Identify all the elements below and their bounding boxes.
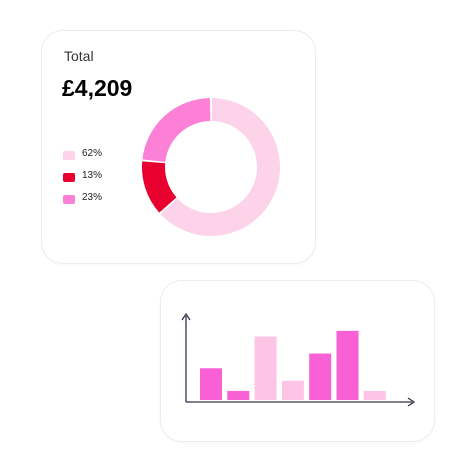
donut-slice xyxy=(160,98,280,237)
donut-slice xyxy=(142,161,177,213)
legend-label: 62% xyxy=(82,148,103,159)
bar xyxy=(254,336,277,400)
donut-slice xyxy=(142,98,211,162)
bar xyxy=(227,390,250,400)
legend-label: 13% xyxy=(82,170,103,181)
legend-label: 23% xyxy=(82,192,103,203)
bar-chart-card xyxy=(160,280,435,442)
bar xyxy=(200,368,222,400)
total-value: £4,209 xyxy=(62,75,133,101)
legend-swatch xyxy=(63,151,75,160)
y-axis-arrow xyxy=(181,312,191,321)
legend-swatch xyxy=(63,195,75,204)
bar-chart xyxy=(181,312,416,407)
bar xyxy=(363,390,386,400)
donut-chart xyxy=(142,98,280,237)
bar xyxy=(336,330,359,400)
bar xyxy=(309,353,332,400)
x-axis-arrow xyxy=(407,397,416,407)
bar xyxy=(281,380,304,400)
total-label: Total xyxy=(64,48,94,64)
legend-swatch xyxy=(63,173,75,182)
total-card: Total £4,209 62% 13% 23% xyxy=(41,30,316,264)
